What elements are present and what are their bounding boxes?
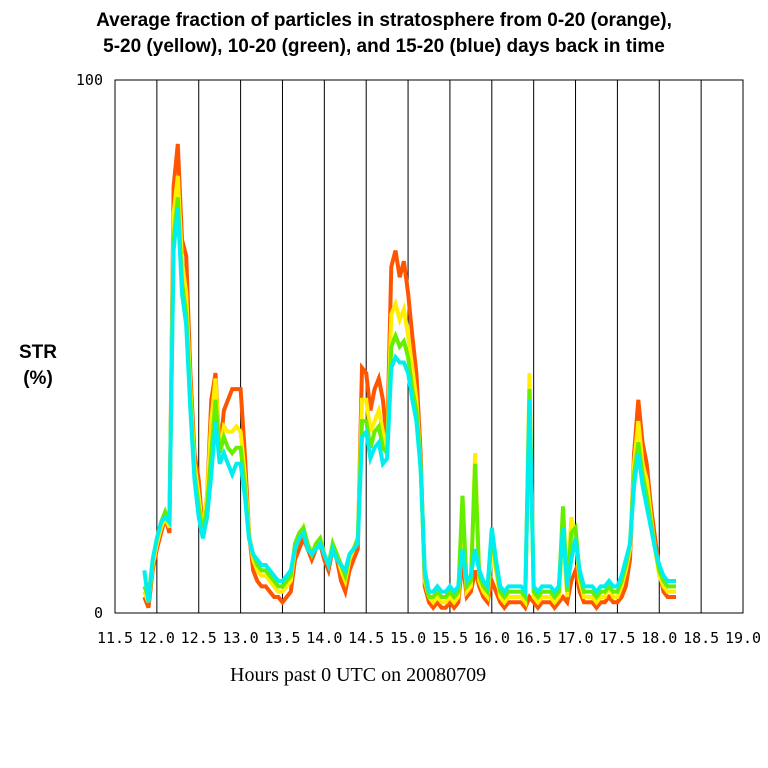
x-tick-label: 12.0	[139, 629, 175, 647]
x-axis-label: Hours past 0 UTC on 20080709	[230, 664, 487, 686]
series-line-yellow	[142, 175, 676, 608]
chart-title-line-1: Average fraction of particles in stratos…	[96, 10, 672, 31]
x-tick-label: 14.0	[306, 629, 342, 647]
x-tick-label: 13.0	[223, 629, 259, 647]
x-tick-label: 14.5	[348, 629, 384, 647]
x-tick-label: 15.5	[432, 629, 468, 647]
x-tick-label: 18.5	[683, 629, 719, 647]
gridlines	[156, 80, 702, 613]
chart-title-line-2: 5-20 (yellow), 10-20 (green), and 15-20 …	[103, 36, 665, 57]
x-tick-label: 19.0	[725, 629, 761, 647]
series-line-green	[142, 197, 676, 603]
x-tick-label: 18.0	[641, 629, 677, 647]
x-tick-label: 11.5	[97, 629, 133, 647]
tick-labels: 100 0 11.5 12.0 12.5 13.0 13.5 14.0 14.5 15.0 15.5…	[76, 71, 761, 647]
series-line-orange	[142, 143, 676, 612]
x-tick-label: 12.5	[181, 629, 217, 647]
x-tick-label: 17.0	[557, 629, 593, 647]
y-axis-label-line-2: (%)	[23, 368, 53, 389]
series-layer	[142, 143, 676, 612]
x-tick-label: 16.5	[516, 629, 552, 647]
y-tick-label: 0	[94, 604, 103, 622]
x-tick-label: 17.5	[599, 629, 635, 647]
x-tick-label: 13.5	[264, 629, 300, 647]
series-line-blue	[142, 207, 676, 603]
x-tick-label: 16.0	[474, 629, 510, 647]
x-tick-label: 15.0	[390, 629, 426, 647]
plot-frame	[114, 79, 744, 614]
y-axis-label-line-1: STR	[19, 342, 57, 363]
y-tick-label: 100	[76, 71, 103, 89]
